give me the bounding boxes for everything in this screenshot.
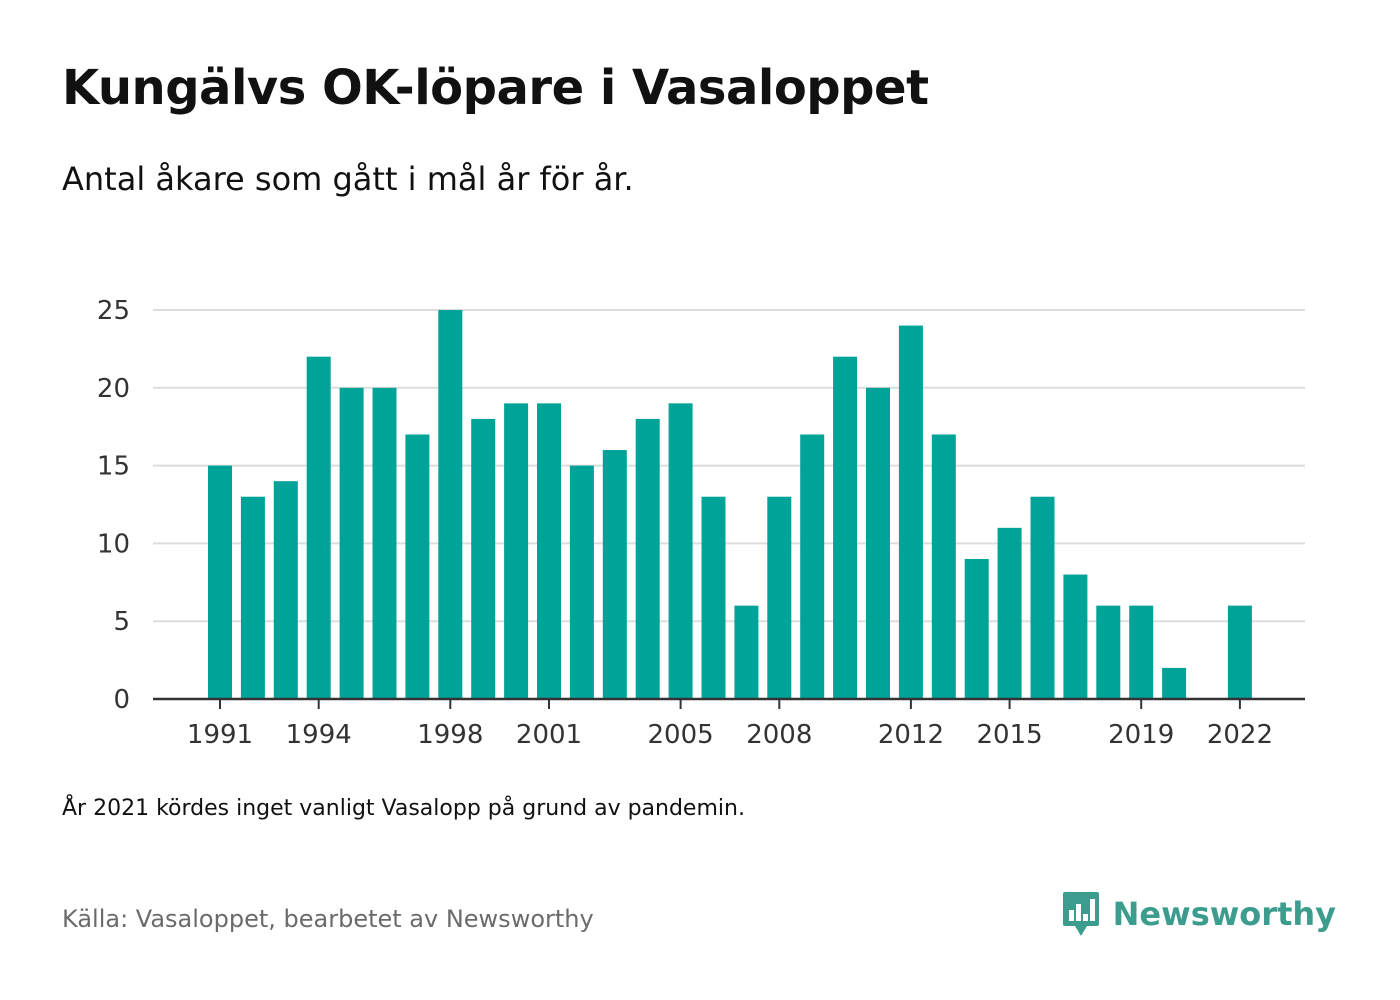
y-tick-label: 25 [97, 296, 130, 326]
bar-1993 [273, 481, 298, 699]
y-tick-label: 15 [97, 452, 130, 482]
bar-1994 [306, 356, 331, 699]
bar-2020 [1162, 667, 1187, 699]
bar-chart-bubble-icon [1062, 892, 1099, 936]
bar-2006 [701, 496, 726, 699]
bar-2009 [800, 434, 825, 699]
bar-2008 [767, 496, 792, 699]
bar-2019 [1129, 605, 1154, 699]
chart-subtitle: Antal åkare som gått i mål år för år. [62, 160, 634, 198]
bars [208, 310, 1252, 699]
y-tick-label: 10 [97, 529, 130, 559]
axes: 0 5 10 15 20 25 1991 1994 1998 2001 2005 2008 2012 20… [97, 296, 1305, 750]
x-tick-label: 2001 [516, 720, 582, 750]
bar-2002 [569, 465, 594, 699]
bar-2001 [537, 403, 561, 699]
bar-2012 [898, 325, 923, 699]
y-tick-label: 0 [113, 685, 130, 715]
x-tick-label: 1994 [286, 720, 352, 750]
bar-2004 [635, 418, 660, 699]
y-tick-label: 5 [113, 607, 130, 637]
bar-2010 [833, 356, 858, 699]
brand-logo: Newsworthy [1061, 890, 1336, 938]
bar-1999 [471, 418, 496, 699]
chart-title: Kungälvs OK-löpare i Vasaloppet [62, 60, 929, 116]
bar-2011 [866, 387, 890, 699]
x-tick-label: 2015 [977, 720, 1043, 750]
bar-2007 [734, 605, 759, 699]
bar-chart: 0 5 10 15 20 25 1991 1994 1998 2001 2005 2008 2012 20… [97, 296, 1305, 750]
bar-1998 [438, 310, 463, 699]
bar-1995 [339, 387, 364, 699]
x-tick-label: 2008 [746, 720, 812, 750]
x-tick-label: 2005 [648, 720, 714, 750]
y-tick-label: 20 [97, 374, 130, 404]
bar-2000 [504, 403, 529, 699]
brand-name: Newsworthy [1112, 895, 1336, 933]
bar-2017 [1063, 574, 1088, 699]
bar-2013 [931, 434, 956, 699]
x-tick-label: 2019 [1108, 720, 1174, 750]
bar-2022 [1227, 605, 1252, 699]
bar-1992 [240, 496, 265, 699]
bar-2005 [668, 403, 693, 699]
chart-note: År 2021 kördes inget vanligt Vasalopp på… [62, 796, 745, 821]
bar-1997 [405, 434, 430, 699]
bar-2014 [964, 558, 989, 699]
bar-1996 [372, 387, 397, 699]
source-text: Källa: Vasaloppet, bearbetet av Newswort… [62, 905, 594, 933]
bar-2018 [1096, 605, 1121, 699]
bar-1991 [208, 465, 232, 699]
bar-2015 [997, 527, 1022, 699]
x-tick-label: 1998 [417, 720, 483, 750]
x-tick-label: 2022 [1207, 720, 1273, 750]
x-tick-label: 2012 [878, 720, 944, 750]
bar-2016 [1030, 496, 1055, 699]
bar-2003 [602, 450, 627, 699]
x-tick-label: 1991 [187, 720, 253, 750]
